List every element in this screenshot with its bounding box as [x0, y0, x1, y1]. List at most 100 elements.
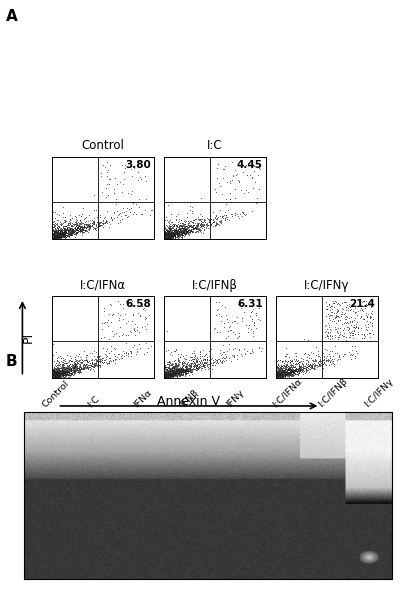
Point [164, 367, 170, 377]
Point [136, 194, 142, 204]
Point [188, 359, 195, 368]
Point [222, 208, 228, 217]
Point [350, 306, 357, 315]
Point [164, 371, 171, 381]
Point [51, 368, 58, 378]
Point [70, 227, 76, 237]
Point [107, 353, 113, 362]
Point [62, 230, 68, 240]
Point [281, 371, 288, 381]
Point [274, 371, 281, 381]
Point [167, 365, 173, 375]
Point [284, 362, 290, 371]
Point [96, 220, 102, 230]
Point [174, 371, 180, 381]
Point [58, 367, 65, 377]
Point [49, 370, 55, 379]
Point [178, 369, 184, 379]
Point [211, 324, 217, 334]
Point [204, 218, 210, 228]
Point [319, 359, 325, 368]
Point [183, 361, 189, 371]
Point [64, 365, 70, 374]
Point [49, 364, 55, 373]
Point [52, 370, 59, 379]
Point [74, 363, 80, 373]
Point [62, 354, 69, 364]
Point [55, 227, 61, 237]
Point [95, 220, 101, 229]
Point [49, 232, 55, 241]
Point [232, 316, 239, 326]
Point [52, 366, 58, 376]
Point [191, 358, 197, 368]
Point [299, 365, 306, 375]
Point [273, 358, 279, 367]
Point [52, 232, 58, 241]
Point [249, 172, 256, 182]
Point [82, 226, 88, 235]
Point [175, 229, 182, 239]
Point [174, 231, 180, 240]
Point [164, 366, 170, 376]
Point [186, 361, 192, 371]
Point [169, 365, 176, 375]
Point [279, 365, 286, 375]
Point [121, 352, 127, 361]
Point [68, 366, 74, 376]
Point [74, 227, 80, 237]
Point [175, 355, 181, 364]
Point [172, 226, 179, 236]
Point [114, 296, 121, 306]
Point [315, 358, 321, 367]
Point [55, 368, 61, 378]
Point [51, 368, 58, 378]
Point [51, 229, 58, 239]
Point [62, 232, 69, 241]
Point [69, 221, 75, 231]
Point [73, 219, 80, 229]
Point [49, 229, 55, 238]
Point [324, 330, 330, 339]
Point [67, 356, 73, 365]
Point [174, 368, 180, 378]
Point [86, 221, 92, 231]
Point [74, 361, 80, 370]
Point [315, 359, 322, 368]
Point [84, 356, 90, 366]
Point [67, 229, 74, 238]
Point [168, 229, 174, 239]
Point [172, 368, 178, 378]
Point [68, 221, 75, 231]
Point [342, 318, 348, 327]
Point [60, 229, 66, 238]
Point [287, 368, 293, 378]
Point [52, 234, 58, 243]
Point [218, 218, 224, 227]
Point [70, 362, 77, 372]
Point [169, 223, 175, 232]
Point [281, 361, 287, 371]
Point [139, 209, 146, 218]
Point [169, 232, 176, 241]
Point [175, 369, 181, 379]
Point [177, 367, 184, 376]
Point [234, 350, 240, 360]
Point [74, 363, 81, 373]
Point [95, 218, 101, 227]
Point [113, 352, 120, 361]
Point [172, 231, 178, 240]
Point [60, 232, 67, 241]
Point [241, 209, 247, 219]
Point [66, 226, 72, 236]
Point [298, 366, 305, 376]
Point [188, 226, 194, 236]
Point [277, 370, 283, 379]
Point [296, 361, 302, 370]
Point [282, 368, 289, 378]
Point [172, 371, 178, 381]
Point [335, 332, 341, 342]
Point [86, 221, 92, 231]
Point [96, 356, 102, 366]
Point [173, 221, 179, 231]
